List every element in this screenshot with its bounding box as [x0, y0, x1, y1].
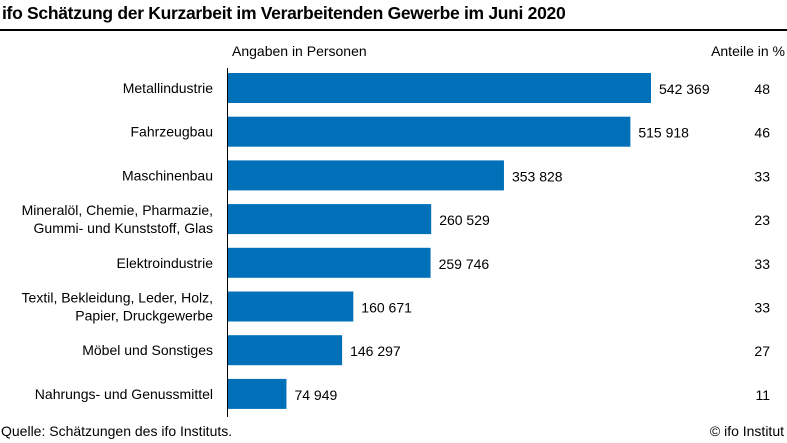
category-label: Nahrungs- und Genussmittel [35, 386, 213, 402]
share-label: 46 [754, 125, 770, 141]
share-label: 11 [755, 387, 770, 403]
value-label: 542 369 [659, 81, 710, 97]
category-label: Fahrzeugbau [130, 124, 213, 140]
value-label: 74 949 [294, 387, 337, 403]
share-header: Anteile in % [711, 43, 785, 59]
copyright-note: © ifo Institut [709, 423, 784, 439]
share-label: 33 [754, 168, 770, 184]
bar [228, 160, 504, 191]
value-label: 259 746 [439, 256, 490, 272]
share-label: 33 [754, 300, 770, 316]
share-label: 33 [754, 256, 770, 272]
value-label: 160 671 [361, 300, 412, 316]
category-label: Möbel und Sonstiges [82, 342, 213, 358]
bar [228, 204, 432, 235]
title-divider [0, 29, 787, 31]
bar [228, 335, 343, 366]
category-label: Textil, Bekleidung, Leder, Holz, [22, 290, 213, 306]
bar [228, 73, 651, 103]
category-label: Metallindustrie [123, 80, 213, 96]
category-label: Maschinenbau [122, 167, 213, 183]
chart-title: ifo Schätzung der Kurzarbeit im Verarbei… [2, 3, 566, 23]
share-label: 27 [754, 343, 770, 359]
bar [228, 116, 631, 147]
value-label: 353 828 [512, 168, 563, 184]
category-label: Papier, Druckgewerbe [75, 308, 213, 324]
value-label: 515 918 [638, 125, 689, 141]
bar [228, 378, 287, 409]
category-label: Mineralöl, Chemie, Pharmazie, [22, 202, 213, 218]
value-label: 146 297 [350, 343, 401, 359]
value-label: 260 529 [439, 212, 490, 228]
bar [228, 291, 354, 322]
category-label: Gummi- und Kunststoff, Glas [34, 220, 213, 236]
category-label: Elektroindustrie [117, 255, 214, 271]
bar [228, 247, 431, 278]
share-label: 23 [754, 212, 770, 228]
source-note: Quelle: Schätzungen des ifo Instituts. [1, 423, 233, 439]
value-header: Angaben in Personen [232, 43, 367, 59]
share-label: 48 [754, 81, 770, 97]
